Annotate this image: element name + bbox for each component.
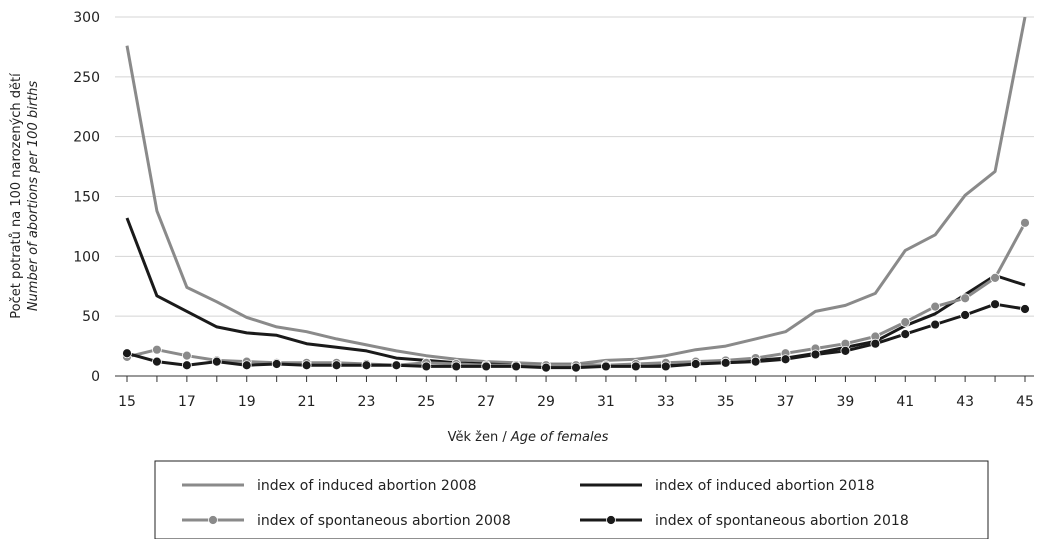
x-tick-label: 17	[178, 394, 196, 410]
x-tick-label: 35	[717, 394, 735, 410]
x-tick-label: 23	[358, 394, 376, 410]
x-axis-ticks: 15 17 19 21 23 25 27 29 31 33 35 37 39 41 43 45	[118, 376, 1034, 410]
data-point	[451, 361, 462, 372]
x-tick-label: 31	[597, 394, 615, 410]
y-tick-label: 50	[82, 309, 100, 325]
legend-swatch-marker	[208, 515, 218, 525]
x-tick-label: 19	[238, 394, 256, 410]
data-point	[780, 354, 791, 365]
legend-swatch-marker	[606, 515, 616, 525]
data-point	[361, 360, 372, 371]
data-point	[750, 356, 761, 367]
x-tick-label: 25	[417, 394, 435, 410]
data-point	[181, 350, 192, 361]
y-axis-ticks: 0 50 100 150 200 250 300	[73, 10, 100, 385]
data-point	[900, 317, 911, 328]
data-point	[301, 360, 312, 371]
data-point	[630, 361, 641, 372]
series-line	[125, 17, 1027, 366]
x-tick-label: 29	[537, 394, 555, 410]
y-tick-label: 0	[91, 369, 100, 385]
legend-label: index of induced abortion 2018	[655, 478, 875, 494]
series-line	[126, 222, 1027, 367]
data-point	[271, 359, 282, 369]
data-point	[601, 361, 611, 372]
y-axis-title-line2: Number of abortions per 100 births	[26, 81, 41, 312]
data-point	[541, 362, 551, 373]
y-axis-title-line1: Počet potratů na 100 narozených dětí	[9, 73, 24, 319]
series-1	[125, 17, 1027, 366]
legend-item: index of spontaneous abortion 2008	[182, 513, 511, 529]
series-line	[125, 217, 1026, 367]
data-point	[571, 362, 581, 373]
x-tick-label: 37	[777, 394, 795, 410]
data-point	[930, 301, 941, 312]
x-tick-label: 27	[477, 394, 495, 410]
x-axis-title-plain: Věk žen /	[448, 430, 511, 445]
series-2	[125, 217, 1026, 367]
y-tick-label: 150	[73, 190, 100, 206]
data-point	[152, 356, 162, 367]
data-point	[660, 361, 671, 372]
legend-item: index of spontaneous abortion 2018	[580, 513, 909, 529]
data-point	[152, 344, 162, 355]
data-point	[122, 348, 132, 359]
data-point	[511, 361, 522, 372]
legend-item: index of induced abortion 2008	[182, 478, 477, 494]
data-point	[481, 361, 492, 372]
data-point	[720, 357, 731, 368]
data-series	[122, 17, 1030, 373]
data-point	[840, 345, 851, 356]
legend-label: index of induced abortion 2008	[257, 478, 477, 494]
data-point	[810, 349, 821, 360]
legend-items: index of induced abortion 2008 index of i…	[182, 478, 909, 529]
y-tick-label: 200	[73, 130, 100, 146]
legend-item: index of induced abortion 2018	[580, 478, 875, 494]
data-point	[421, 361, 432, 372]
y-tick-label: 250	[73, 70, 100, 86]
data-point	[960, 293, 971, 304]
x-tick-label: 43	[956, 394, 974, 410]
data-point	[391, 360, 402, 371]
x-axis-title: Věk žen / Age of females	[448, 430, 609, 445]
legend-label: index of spontaneous abortion 2008	[257, 513, 511, 529]
data-point	[1020, 304, 1030, 314]
series-4	[122, 299, 1030, 373]
data-point	[930, 319, 941, 330]
data-point	[211, 356, 222, 367]
data-point	[181, 360, 192, 371]
x-tick-label: 41	[896, 394, 914, 410]
data-point	[1020, 217, 1030, 228]
data-point	[990, 299, 1000, 310]
x-tick-label: 33	[657, 394, 675, 410]
data-point	[241, 360, 252, 371]
grid-lines	[115, 16, 1034, 317]
y-tick-label: 300	[73, 10, 100, 26]
data-point	[990, 272, 1000, 283]
legend-label: index of spontaneous abortion 2018	[655, 513, 909, 529]
legend: index of induced abortion 2008 index of i…	[154, 460, 989, 539]
series-line	[126, 302, 1026, 370]
series-3	[122, 217, 1030, 371]
x-tick-label: 39	[836, 394, 854, 410]
x-axis-title-italic: Age of females	[510, 430, 609, 445]
x-tick-label: 45	[1016, 394, 1034, 410]
data-point	[331, 360, 342, 371]
x-tick-label: 21	[298, 394, 316, 410]
legend-box	[154, 460, 989, 539]
y-tick-label: 100	[73, 249, 100, 265]
data-point	[900, 329, 911, 340]
x-tick-label: 15	[118, 394, 136, 410]
data-point	[960, 310, 971, 320]
data-point	[690, 359, 701, 369]
data-point	[870, 338, 881, 349]
